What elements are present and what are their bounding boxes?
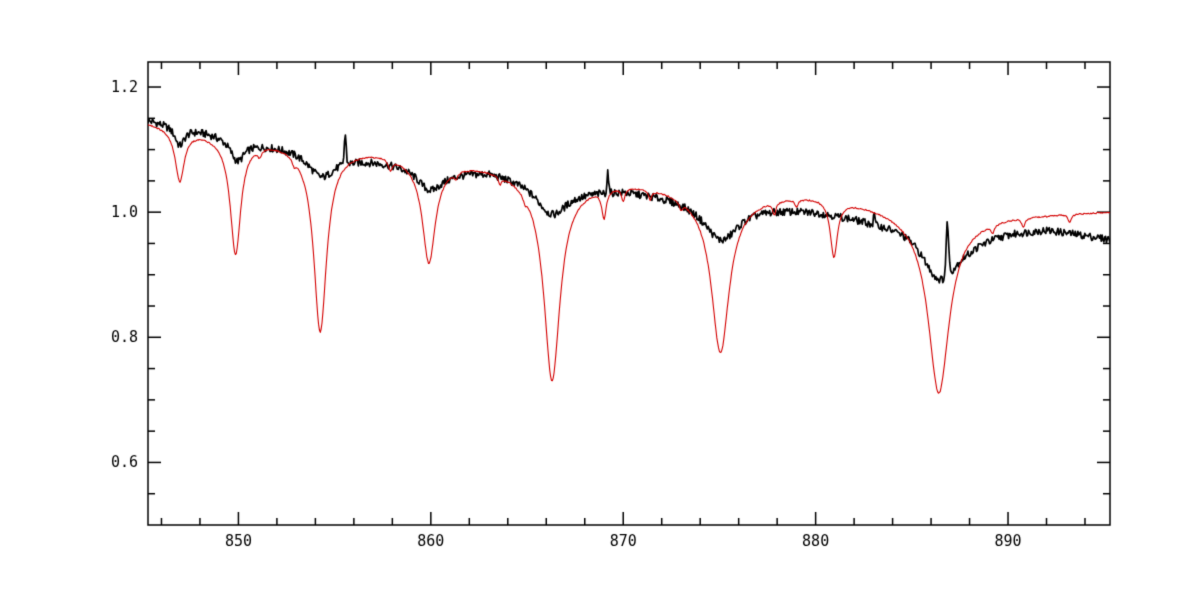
- spectrum-plot-canvas: [0, 0, 1200, 600]
- spectrum-fit-figure: 10.153734 1.4791055 1.0000000 1.6696580 …: [0, 0, 1200, 600]
